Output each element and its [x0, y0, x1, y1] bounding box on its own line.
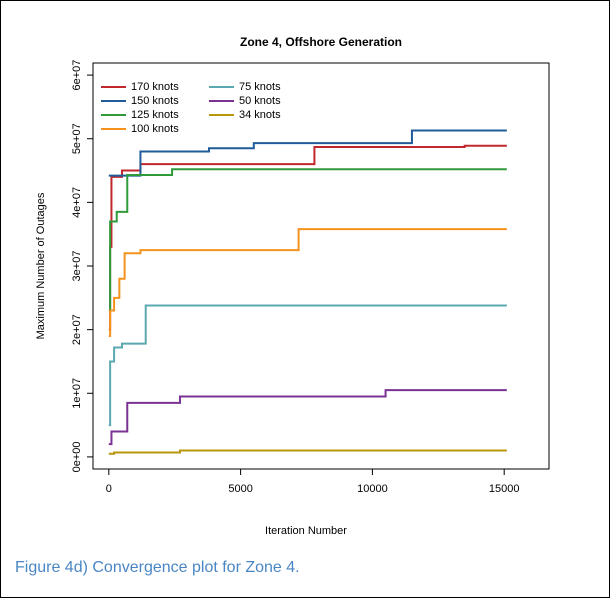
series-line [108, 144, 507, 331]
y-tick-label: 1e+07 [71, 378, 83, 409]
y-tick-label: 0e+00 [71, 441, 83, 472]
series-line [108, 304, 507, 427]
legend-label: 150 knots [131, 95, 179, 107]
x-axis-label: Iteration Number [265, 525, 347, 537]
legend-label: 125 knots [131, 109, 179, 121]
y-tick-label: 6e+07 [71, 60, 83, 91]
chart-title: Zone 4, Offshore Generation [240, 35, 402, 49]
y-axis-label: Maximum Number of Outages [35, 192, 47, 339]
series-line [108, 168, 507, 312]
series-line [108, 129, 507, 177]
x-tick-label: 15000 [489, 483, 520, 495]
caption: Figure 4d) Convergence plot for Zone 4. [15, 559, 300, 576]
y-tick-label: 4e+07 [71, 187, 83, 218]
series-line [108, 228, 507, 337]
x-tick-label: 0 [106, 483, 112, 495]
chart: Zone 4, Offshore Generation Iteration Nu… [35, 35, 550, 537]
y-tick-label: 2e+07 [71, 314, 83, 345]
legend-label: 170 knots [131, 81, 179, 93]
series-line [108, 389, 507, 446]
legend-label: 100 knots [131, 123, 179, 135]
x-tick-label: 10000 [357, 483, 388, 495]
legend-label: 34 knots [239, 109, 281, 121]
series-line [108, 449, 507, 455]
x-tick-label: 5000 [228, 483, 252, 495]
y-tick-label: 3e+07 [71, 251, 83, 282]
legend-label: 75 knots [239, 81, 281, 93]
y-tick-label: 5e+07 [71, 123, 83, 154]
legend-label: 50 knots [239, 95, 281, 107]
